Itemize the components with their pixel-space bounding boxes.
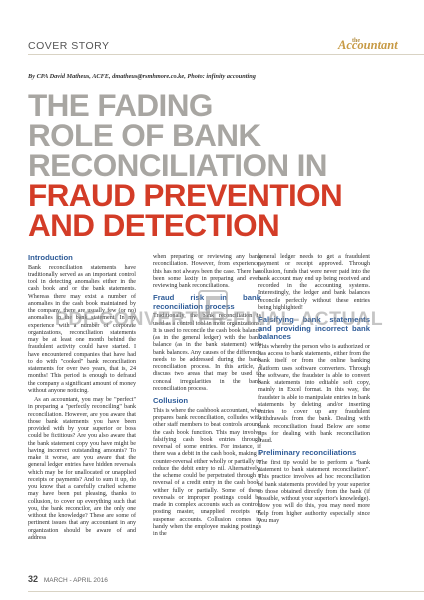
paragraph: This is where the cashbook accountant, w… [153,407,262,538]
section-label: COVER STORY [28,40,110,52]
page-header: COVER STORY Accountant the [0,0,424,62]
section-heading: Introduction [28,253,73,262]
header-divider [28,54,424,55]
page-footer: 32 MARCH - APRIL 2016 [28,574,108,584]
article-column-3: general ledger needs to get a fraudulent… [258,254,370,527]
paragraph: This whereby the person who is authorize… [258,343,370,445]
article-column-2: when preparing or reviewing any bank rec… [153,254,261,540]
paragraph: Bank reconciliation statements have trad… [28,264,136,394]
section-heading: Collusion [153,396,189,406]
masthead-logo: Accountant [338,38,398,52]
headline-line: THE FADING [28,87,213,123]
page-number: 32 [28,574,39,584]
paragraph: Traditionally, the bank reconciliation i… [153,313,261,392]
byline: By CPA David Matheus, ACFE, dmatheus@rsm… [28,73,256,80]
section-heading: Preliminary reconciliations [258,448,357,458]
footer-divider [28,591,424,592]
issue-date: MARCH - APRIL 2016 [43,577,108,584]
paragraph: when preparing or reviewing any bank rec… [153,254,261,289]
headline-line: RECONCILIATION IN [28,147,328,183]
headline-line-highlight: FRAUD PREVENTION [28,177,343,213]
masthead-the: the [352,38,360,44]
watermark-logo-icon [198,290,228,320]
paragraph: general ledger needs to get a fraudulent… [258,254,370,311]
section-heading: Falsifying bank statements and providing… [258,315,370,342]
article-column-1: Introduction Bank reconciliation stateme… [28,253,136,544]
paragraph: As an accountant, you may be "perfect" i… [28,397,136,541]
headline-line-highlight: AND DETECTION [28,207,280,243]
paragraph: The first tip would be to perform a "ban… [258,459,370,524]
headline-line: ROLE OF BANK [28,117,261,153]
headline: THE FADING ROLE OF BANK RECONCILIATION I… [28,87,418,243]
